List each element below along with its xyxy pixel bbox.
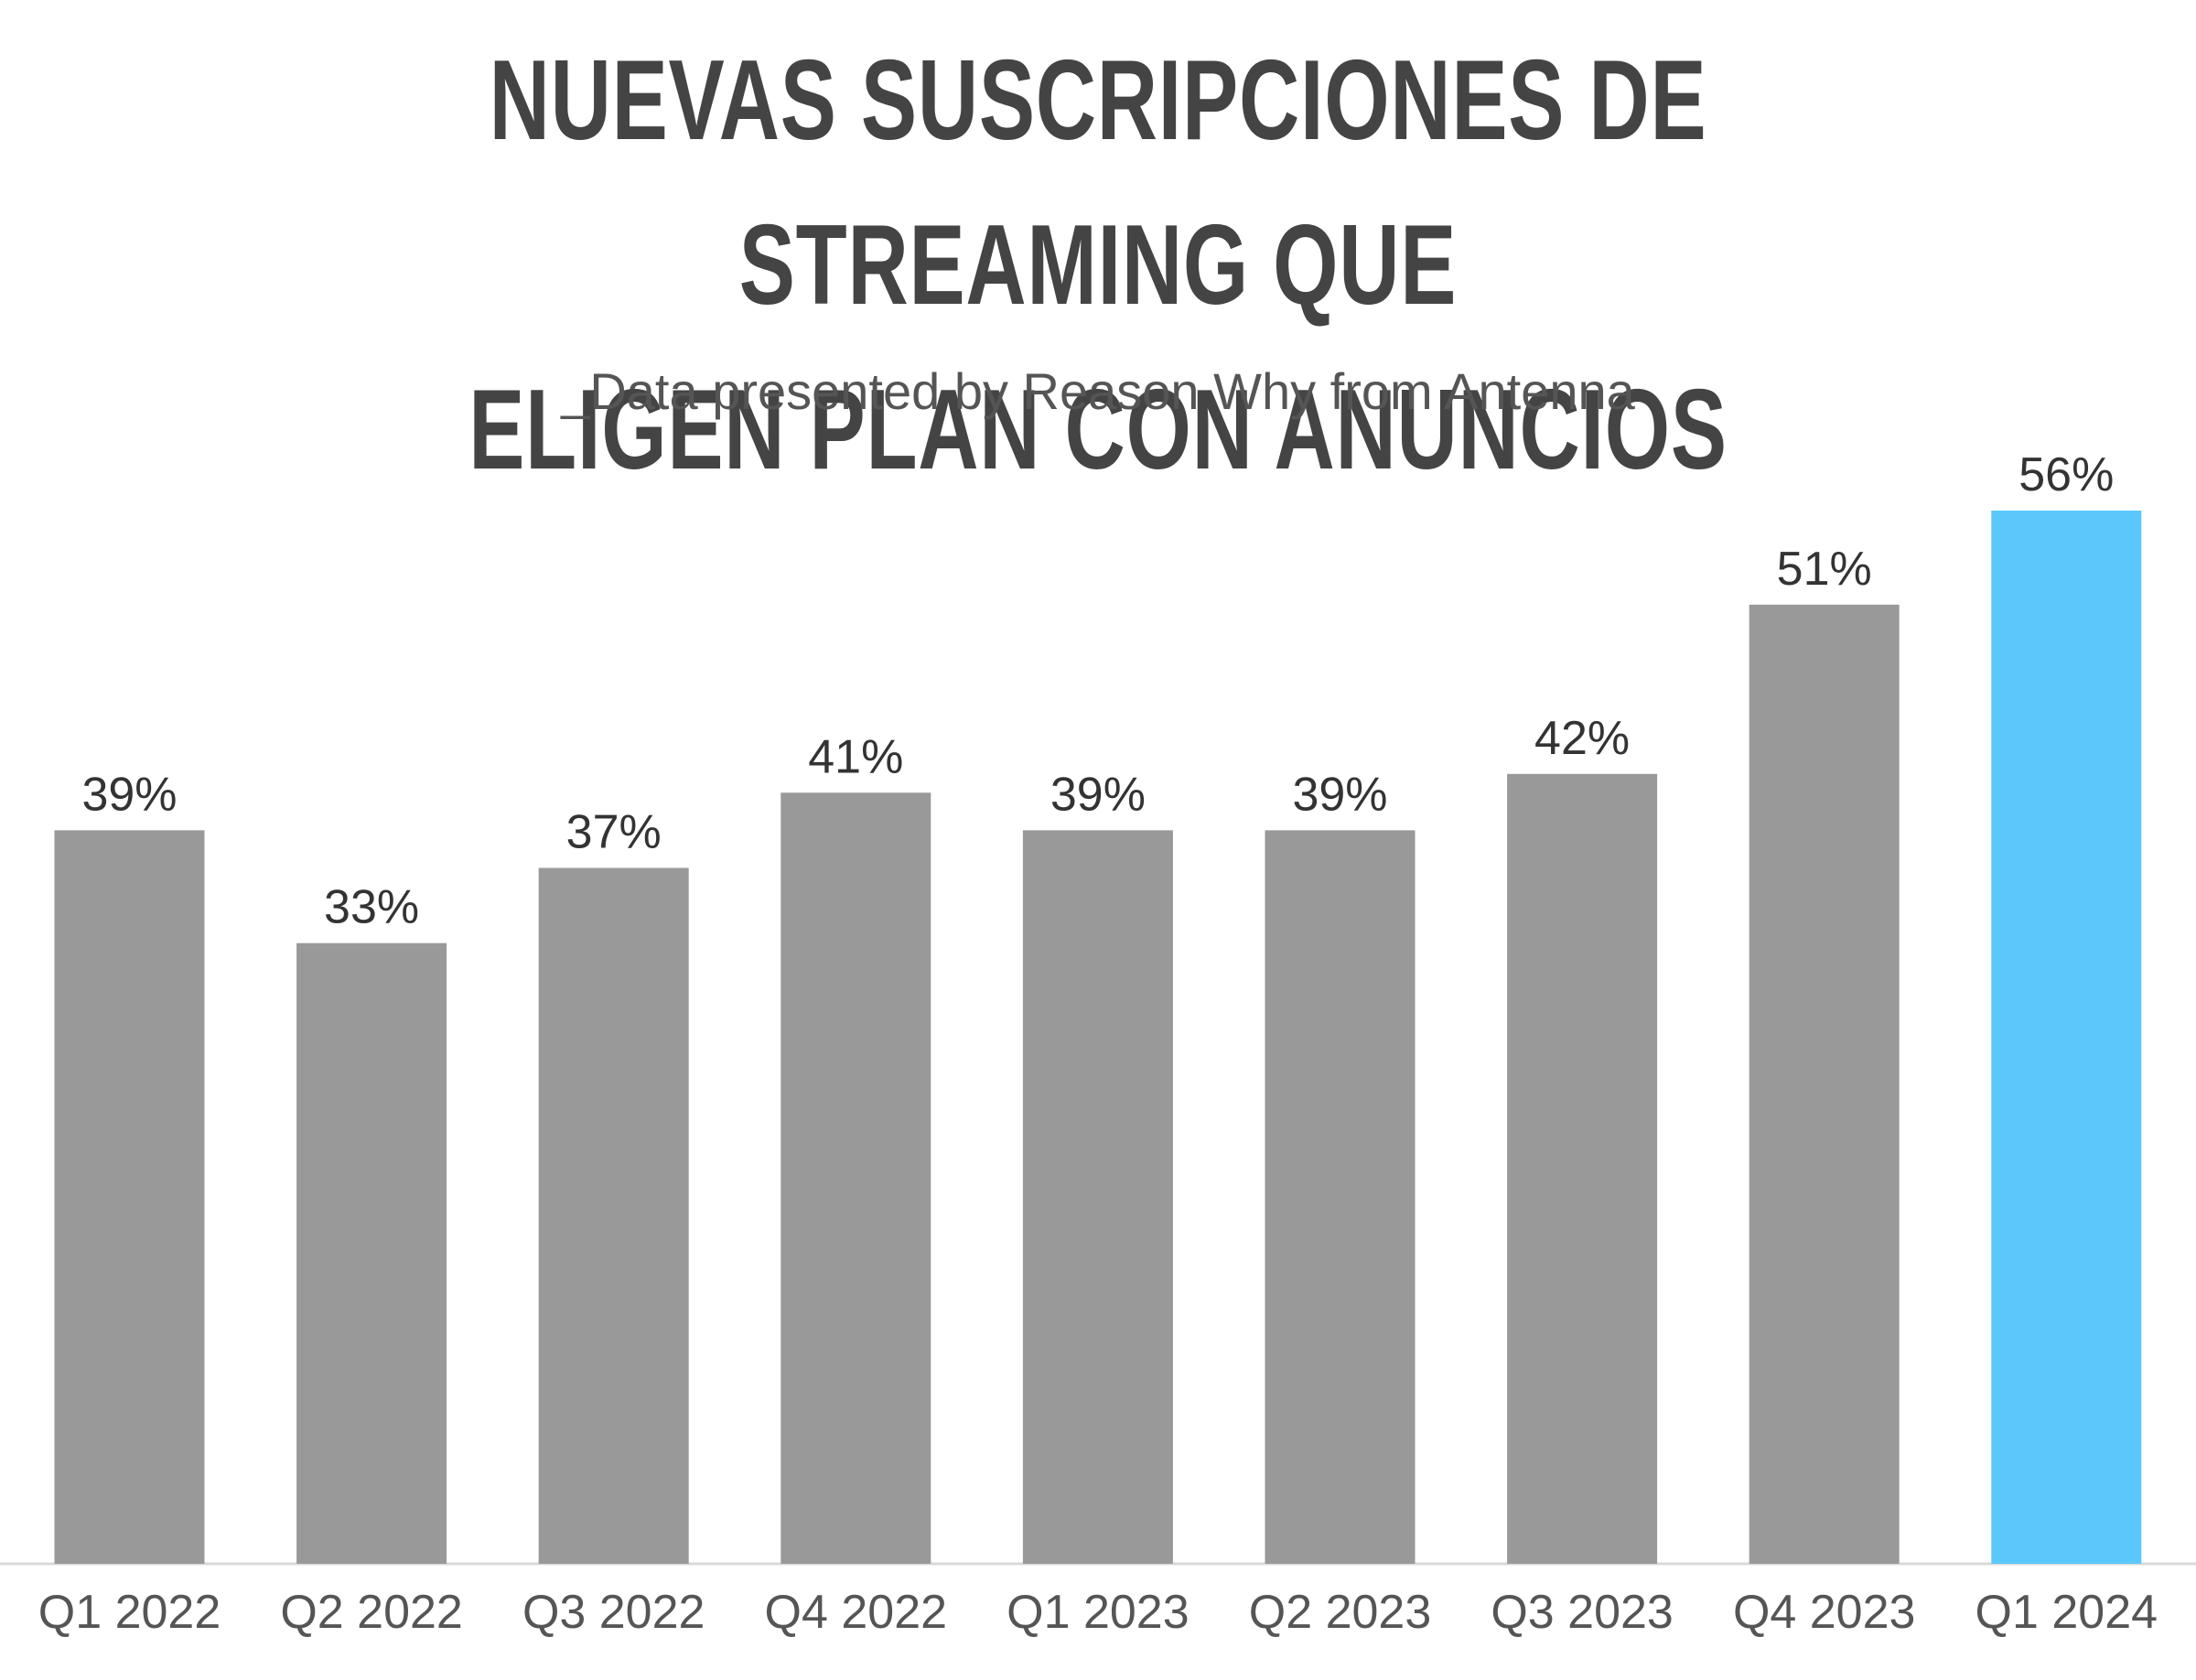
x-tick-label: Q2 2023 [1249, 1586, 1432, 1639]
value-label: 39% [1050, 768, 1146, 821]
value-label: 33% [324, 881, 419, 934]
x-tick-label: Q1 2024 [1975, 1586, 2158, 1639]
x-tick-label: Q1 2022 [38, 1586, 221, 1639]
value-label: 39% [81, 768, 177, 821]
x-tick-label: Q2 2022 [280, 1586, 463, 1639]
value-labels-group: 39% 33% 37% 41% 39% 39% 42% 51% 56% [81, 448, 2114, 934]
chart-title-line-1: NUEVAS SUSCRIPCIONES DE STREAMING QUE [489, 38, 1707, 328]
bar-q1-2022 [54, 830, 205, 1564]
bars-group [54, 511, 2142, 1564]
x-tick-label: Q3 2023 [1491, 1586, 1674, 1639]
bar-q1-2024 [1991, 511, 2142, 1564]
x-tick-label: Q4 2023 [1733, 1586, 1916, 1639]
bar-q3-2022 [538, 867, 689, 1564]
bar-q2-2023 [1265, 830, 1416, 1564]
value-label: 41% [808, 730, 903, 783]
bar-q4-2022 [780, 792, 931, 1564]
x-tick-label: Q4 2022 [765, 1586, 948, 1639]
value-label: 56% [2018, 448, 2114, 501]
x-tick-labels-group: Q1 2022 Q2 2022 Q3 2022 Q4 2022 Q1 2023 Q2 20… [38, 1586, 2158, 1639]
value-label: 37% [566, 806, 662, 859]
bar-q3-2023 [1507, 773, 1658, 1564]
value-label: 51% [1777, 543, 1872, 596]
value-label: 42% [1534, 712, 1630, 765]
chart-title: NUEVAS SUSCRIPCIONES DE STREAMING QUE EL… [285, 18, 1911, 512]
x-tick-label: Q1 2023 [1006, 1586, 1190, 1639]
chart-title-line-2: ELIGEN PLAN CON ANUNCIOS [468, 367, 1728, 493]
value-label: 39% [1292, 768, 1387, 821]
bar-q4-2023 [1749, 604, 1900, 1564]
x-tick-label: Q3 2022 [522, 1586, 705, 1639]
bar-q2-2022 [296, 942, 447, 1564]
chart-subtitle: _Data presented by Reason Why from Anten… [561, 362, 1635, 420]
bar-q1-2023 [1022, 830, 1173, 1564]
